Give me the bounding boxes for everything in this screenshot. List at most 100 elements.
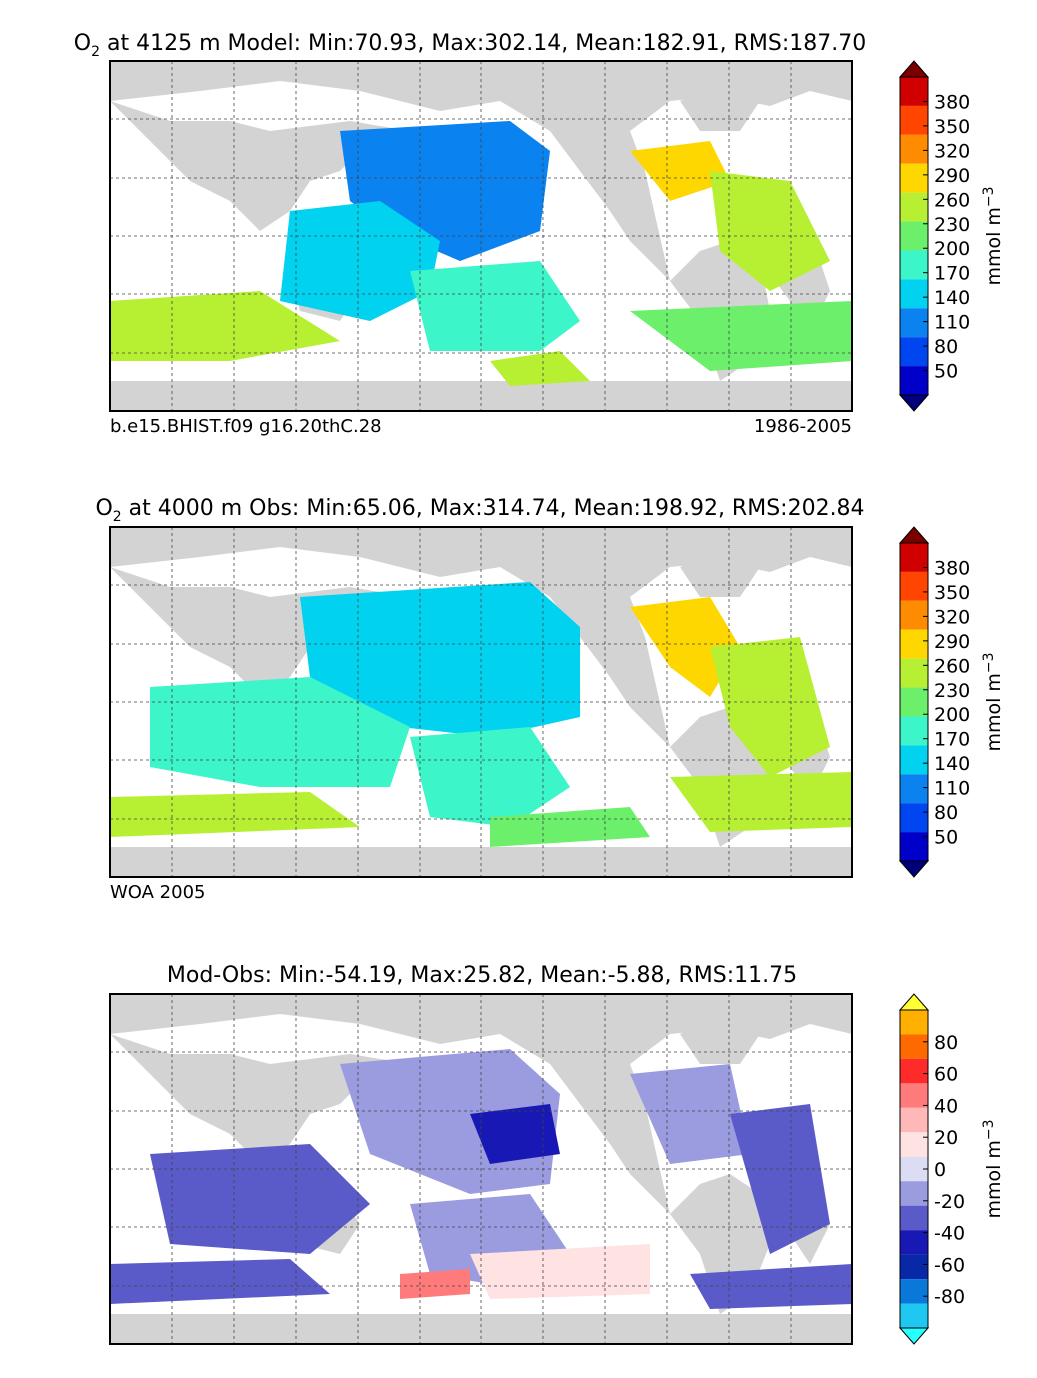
- colorbar-tick-label: -20: [934, 1191, 965, 1213]
- colorbar-extend-top: [898, 60, 930, 78]
- field-southern-ocean: [490, 807, 650, 847]
- colorbar-tick-label: 80: [934, 802, 958, 824]
- map-frame: [109, 60, 853, 412]
- colorbar-tick-label: 50: [934, 361, 958, 383]
- field-indian-south: [110, 291, 340, 361]
- colorbar-swatch: [900, 1010, 928, 1035]
- colorbar-swatch: [900, 658, 928, 688]
- colorbar-tick-label: 20: [934, 1127, 958, 1149]
- land-greenland: [680, 1014, 760, 1064]
- colorbar-extend-top: [898, 993, 930, 1011]
- gridlines: [110, 527, 852, 877]
- land-greenland: [680, 81, 760, 131]
- colorbar-swatch: [900, 308, 928, 338]
- colorbar-swatch: [900, 716, 928, 746]
- field-indian-south: [110, 792, 360, 837]
- land-antarctica: [110, 1314, 852, 1344]
- field-central-atlantic: [730, 1104, 830, 1254]
- panel-title: O2 at 4125 m Model: Min:70.93, Max:302.1…: [74, 31, 866, 60]
- colorbar-tick-label: 110: [934, 312, 970, 334]
- title-subscript: 2: [91, 44, 100, 60]
- field-north-atlantic: [630, 1064, 750, 1164]
- colorbar-tick-label: 40: [934, 1095, 958, 1117]
- colorbar-tick-label: 290: [934, 165, 970, 187]
- land-greenland: [680, 547, 760, 597]
- colorbar-swatch: [900, 134, 928, 164]
- colorbar-tick-label: 350: [934, 116, 970, 138]
- colorbar-swatch: [900, 803, 928, 833]
- map-frame: [109, 993, 853, 1345]
- colorbar-swatch: [900, 1181, 928, 1206]
- colorbar-tick-label: 380: [934, 557, 970, 579]
- colorbar-swatch: [900, 1083, 928, 1108]
- colorbar-swatch: [900, 221, 928, 251]
- colorbar-tick-label: 80: [934, 1032, 958, 1054]
- field-indian-south: [110, 1259, 330, 1304]
- map-model: [109, 60, 853, 412]
- colorbar-extend-bottom: [898, 860, 930, 878]
- colorbar-swatch: [900, 105, 928, 135]
- colorbar-tick-label: 260: [934, 189, 970, 211]
- colorbar-tick-label: 350: [934, 582, 970, 604]
- panel-obs: O2 at 4000 m Obs: Min:65.06, Max:314.74,…: [95, 496, 1005, 903]
- caption-left: b.e15.BHIST.f09 g16.20thC.28: [110, 416, 382, 437]
- colorbar-extend-bottom: [898, 394, 930, 412]
- colorbar-swatch: [900, 1107, 928, 1133]
- colorbar-swatch: [900, 774, 928, 804]
- colorbar-tick-label: 230: [934, 214, 970, 236]
- colorbar-tick-label: 170: [934, 263, 970, 285]
- panel-title: Mod-Obs: Min:-54.19, Max:25.82, Mean:-5.…: [167, 963, 797, 988]
- colorbar-tick-label: 320: [934, 140, 970, 162]
- field-west-pacific: [280, 201, 440, 321]
- field-pacific-low: [470, 1104, 560, 1164]
- colorbar-tick-label: 380: [934, 91, 970, 113]
- colorbar-swatch: [900, 1034, 928, 1059]
- colorbar-swatch: [900, 250, 928, 280]
- colorbar-swatch: [900, 600, 928, 630]
- colorbar-swatch: [900, 1279, 928, 1304]
- colorbar-swatch: [900, 1058, 928, 1084]
- colorbar-label: mmol m−3: [981, 186, 1005, 285]
- colorbar-swatch: [900, 1303, 928, 1328]
- colorbar-tick-label: -60: [934, 1254, 965, 1276]
- colorbar-extend-bottom: [898, 1327, 930, 1345]
- colorbar-tick-label: 0: [934, 1159, 946, 1181]
- map-diff: [109, 993, 853, 1345]
- panel-title: O2 at 4000 m Obs: Min:65.06, Max:314.74,…: [95, 496, 864, 525]
- colorbar-tick-label: 60: [934, 1064, 958, 1086]
- field-south-atlantic: [670, 772, 852, 832]
- colorbar-tick-label: 50: [934, 827, 958, 849]
- colorbar-swatch: [900, 163, 928, 193]
- colorbar-swatch: [900, 279, 928, 309]
- colorbar-tick-label: 170: [934, 729, 970, 751]
- field-central-atlantic: [710, 637, 830, 777]
- colorbar-tick-label: 200: [934, 704, 970, 726]
- map-frame: [109, 526, 853, 878]
- title-prefix: O: [74, 31, 91, 56]
- panel-model: O2 at 4125 m Model: Min:70.93, Max:302.1…: [74, 31, 1005, 437]
- land-north: [110, 61, 852, 281]
- colorbar-tick-label: -40: [934, 1223, 965, 1245]
- field-southern-ocean: [490, 351, 590, 386]
- field-pacific: [300, 582, 580, 737]
- field-indian: [150, 1144, 370, 1254]
- colorbar-frame: [899, 542, 929, 862]
- field-south-pacific: [410, 261, 580, 351]
- colorbar-tick-label: -80: [934, 1286, 965, 1308]
- field-south-atlantic: [690, 1264, 852, 1309]
- land-eurasia: [110, 101, 410, 231]
- colorbar-swatch: [900, 337, 928, 367]
- caption-right: 1986-2005: [754, 416, 852, 437]
- land-eurasia: [110, 1034, 410, 1164]
- land-north: [110, 994, 852, 1214]
- field-north-atlantic: [630, 141, 730, 201]
- title-text: at 4125 m Model: Min:70.93, Max:302.14, …: [100, 31, 866, 56]
- colorbar-tick-label: 230: [934, 680, 970, 702]
- gridlines: [110, 994, 852, 1344]
- field-central-atlantic: [710, 171, 830, 291]
- field-south-atlantic: [630, 301, 852, 371]
- colorbar-tick-label: 140: [934, 753, 970, 775]
